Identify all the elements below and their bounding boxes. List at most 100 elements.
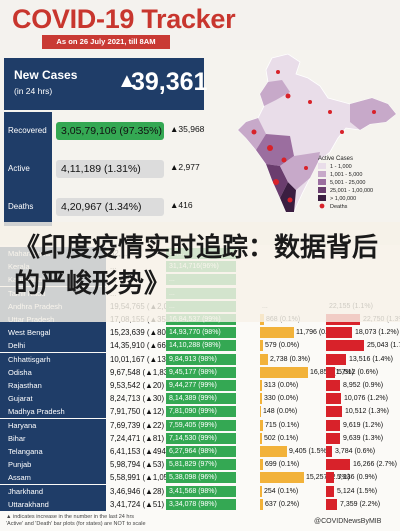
death-value: 10,512 (1.3%) xyxy=(345,408,389,416)
death-bar xyxy=(326,498,337,510)
legend-label: 1,001 - 5,000 xyxy=(330,172,362,178)
recovered-bar: 9,45,177 (98%) xyxy=(166,366,236,378)
as-of-badge: As on 26 July 2021, till 8AM xyxy=(42,35,170,49)
summary-row-active: Active 4,11,189 (1.31%) ▲2,977 xyxy=(4,150,204,188)
active-value: 148 (0.0%) xyxy=(263,408,298,416)
summary-value: 4,11,189 (1.31%) xyxy=(56,160,164,178)
state-name: Odisha xyxy=(0,365,106,379)
total-cases: 14,35,910 (▲66) xyxy=(110,341,169,351)
active-bar xyxy=(260,459,263,471)
recovered-bar: 3,41,568 (98%) xyxy=(166,485,236,497)
summary-row-recovered: Recovered 3,05,79,106 (97.35%) ▲35,968 xyxy=(4,112,204,150)
active-value: 313 (0.0%) xyxy=(264,382,299,389)
state-name: Telangana xyxy=(0,445,106,458)
death-value: 18,073 (1.2%) xyxy=(355,329,399,337)
total-cases: 5,58,991 (▲1,054) xyxy=(110,473,175,483)
recovered-bar: 7,14,530 (99%) xyxy=(166,432,236,444)
recovered-bar: 3,34,078 (98%) xyxy=(166,498,236,510)
active-value: 715 (0.1%) xyxy=(265,421,300,429)
state-name: Uttarakhand xyxy=(0,497,106,511)
active-value: 9,405 (1.5%) xyxy=(289,448,330,455)
active-bar xyxy=(260,498,263,510)
death-bar xyxy=(326,353,346,365)
state-name: Punjab xyxy=(0,458,106,472)
map-shape xyxy=(237,53,397,213)
active-bar xyxy=(260,472,304,484)
active-bar xyxy=(260,406,261,418)
table-row: Rajasthan 9,53,542 (▲20) 9,44,277 (99%) 313… xyxy=(0,379,400,392)
footnote-line-1: ▲ indicates increase in the number in th… xyxy=(6,514,135,520)
summary-value: 4,20,967 (1.34%) xyxy=(56,198,164,216)
legend-label: 5,001 - 25,000 xyxy=(330,180,365,186)
active-value: 637 (0.2%) xyxy=(265,500,300,508)
active-bar xyxy=(260,340,263,352)
death-value: 9,639 (1.3%) xyxy=(343,434,384,442)
death-bar xyxy=(326,419,340,431)
table-row: Telangana 6,41,153 (▲494) 6,27,964 (98%) 9,… xyxy=(0,445,400,458)
active-value: 579 (0.0%) xyxy=(265,342,300,350)
state-name: Haryana xyxy=(0,418,106,432)
active-value: 11,796 (0.8%) xyxy=(296,329,340,337)
death-value: 5,124 (1.5%) xyxy=(337,487,378,495)
legend-swatch xyxy=(319,203,325,209)
death-value: 16,266 (2.7%) xyxy=(353,461,397,469)
total-cases: 3,41,724 (▲51) xyxy=(110,499,165,509)
table-row: Assam 5,58,991 (▲1,054) 5,38,098 (96%) 15,2… xyxy=(0,471,400,485)
recovered-bar: 5,81,829 (97%) xyxy=(166,459,236,471)
active-bar xyxy=(260,353,268,365)
legend-swatch xyxy=(318,195,326,201)
table-row: Punjab 5,98,794 (▲53) 5,81,829 (97%) 699 (0… xyxy=(0,458,400,472)
table-row: Gujarat 8,24,713 (▲30) 8,14,389 (99%) 330 (… xyxy=(0,392,400,406)
death-value: 8,952 (0.9%) xyxy=(343,382,384,389)
active-bar xyxy=(260,485,262,497)
death-value: 9,619 (1.2%) xyxy=(343,421,384,429)
death-bar xyxy=(326,485,334,497)
recovered-bar: 9,84,913 (98%) xyxy=(166,353,236,365)
active-bar xyxy=(260,446,287,457)
table-row: West Bengal 15,23,639 (▲806) 14,93,770 (98… xyxy=(0,326,400,340)
table-row: Jharkhand 3,46,946 (▲28) 3,41,568 (98%) 254… xyxy=(0,484,400,498)
recovered-bar: 9,44,277 (99%) xyxy=(166,380,236,391)
state-name: Chhattisgarh xyxy=(0,352,106,366)
table-row: Odisha 9,67,548 (▲1,833) 9,45,177 (98%) 16,… xyxy=(0,365,400,379)
death-bar xyxy=(326,472,334,484)
up-arrow-icon: ▲ xyxy=(117,70,137,92)
death-bar xyxy=(326,406,342,418)
active-bar xyxy=(260,327,294,339)
state-name: Gujarat xyxy=(0,392,106,406)
footnote: ▲ indicates increase in the number in th… xyxy=(6,514,146,528)
india-map: Active Cases 1 - 1,000 1,001 - 5,000 5,001… xyxy=(237,53,397,213)
recovered-bar: 7,59,405 (99%) xyxy=(166,419,236,431)
new-cases-panel: New Cases (in 24 hrs) ▲ 39,361 xyxy=(4,58,207,110)
total-cases: 7,69,739 (▲22) xyxy=(110,420,165,430)
summary-row-deaths: Deaths 4,20,967 (1.34%) ▲416 xyxy=(4,188,204,226)
death-bar xyxy=(326,446,332,457)
death-bar xyxy=(326,393,341,405)
legend-label: 25,001 - 1,00,000 xyxy=(330,188,373,194)
death-value: 10,076 (1.2%) xyxy=(344,395,388,403)
total-cases: 10,01,167 (▲130) xyxy=(110,354,173,364)
death-value: 5,512 (0.6%) xyxy=(338,368,379,376)
death-bar xyxy=(326,432,340,444)
overlay-banner xyxy=(0,222,400,322)
active-bar xyxy=(260,419,263,431)
active-value: 502 (0.1%) xyxy=(264,434,299,442)
state-name: Assam xyxy=(0,471,106,485)
summary-delta: ▲2,977 xyxy=(170,162,200,172)
summary-delta: ▲416 xyxy=(170,200,193,210)
recovered-bar: 5,38,098 (96%) xyxy=(166,472,236,484)
recovered-bar: 7,81,090 (99%) xyxy=(166,406,236,418)
active-value: 699 (0.1%) xyxy=(265,461,300,469)
death-value: 13,516 (1.4%) xyxy=(349,355,393,363)
state-name: Jharkhand xyxy=(0,484,106,498)
state-name: Madhya Pradesh xyxy=(0,405,106,419)
death-value: 3,784 (0.6%) xyxy=(335,448,376,455)
new-cases-sub: (in 24 hrs) xyxy=(14,86,53,96)
legend-swatch xyxy=(318,171,326,177)
active-bar xyxy=(260,393,262,405)
table-row: Chhattisgarh 10,01,167 (▲130) 9,84,913 (98… xyxy=(0,352,400,366)
summary-label: Active xyxy=(4,150,52,188)
state-name: Rajasthan xyxy=(0,379,106,392)
footnote-line-2: 'Active' and 'Death' bar plots (for stat… xyxy=(6,521,146,527)
